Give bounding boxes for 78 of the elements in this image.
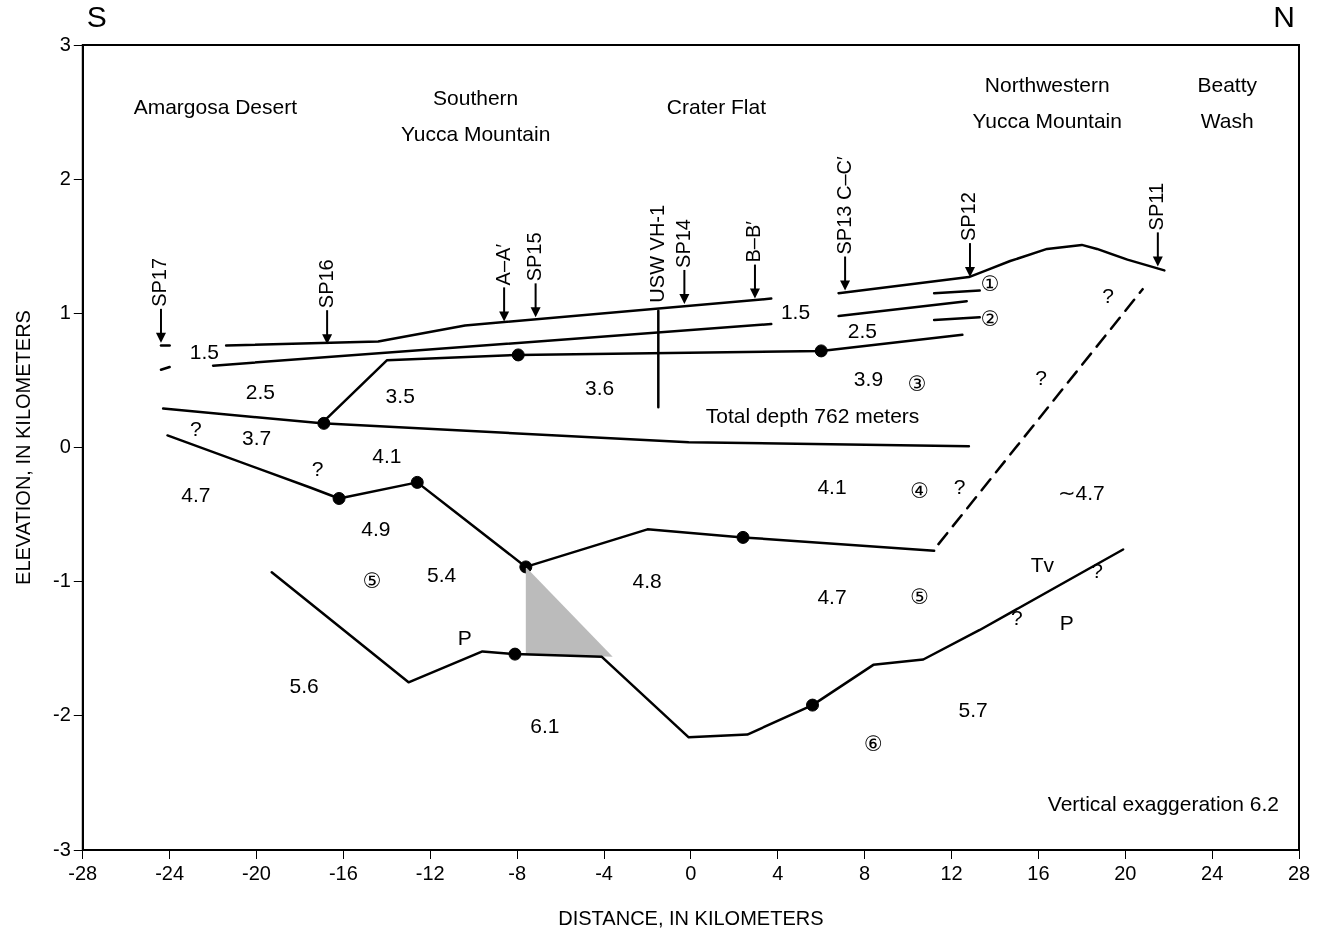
annotation: 1.5 — [780, 299, 811, 323]
annotation: 6.1 — [530, 713, 560, 737]
annotation: 3.9 — [853, 367, 884, 391]
x-tick-label: -4 — [595, 861, 613, 884]
annotation: SP12 — [957, 192, 980, 242]
x-tick-label: -8 — [508, 861, 527, 884]
annotation: 4.7 — [181, 482, 211, 506]
annotation: Crater Flat — [666, 94, 767, 118]
y-axis-title: ELEVATION, IN KILOMETERS — [11, 310, 34, 585]
annotation: B–B′ — [742, 220, 765, 263]
annotation: SP11 — [1145, 182, 1168, 231]
text: N — [1273, 0, 1295, 34]
annotation: Vertical exaggeration 6.2 — [1047, 791, 1279, 815]
annotation: ② — [980, 307, 1000, 331]
annotation: 4.1 — [372, 443, 402, 467]
x-tick-label: 0 — [685, 861, 697, 884]
x-tick-label: 28 — [1287, 861, 1311, 884]
annotation: ? — [190, 416, 202, 440]
x-tick-label: 24 — [1201, 861, 1224, 884]
x-tick-label: -24 — [155, 861, 185, 884]
annotation: ? — [311, 456, 324, 480]
annotation: 4.1 — [817, 474, 847, 498]
x-tick-label: 20 — [1114, 861, 1137, 884]
annotation: ④ — [910, 478, 929, 502]
annotation: Tv — [1030, 553, 1055, 577]
annotation: 1.5 — [189, 340, 220, 364]
annotation: 3.6 — [585, 375, 615, 399]
x-tick-label: -28 — [68, 861, 98, 884]
x-axis-title: DISTANCE, IN KILOMETERS — [558, 906, 824, 929]
x-tick-label: 16 — [1027, 861, 1050, 884]
x-tick-label: 4 — [772, 861, 784, 884]
annotation: ⑤ — [910, 584, 929, 608]
annotation: ⑥ — [863, 732, 883, 756]
annotation: 2.5 — [847, 319, 877, 343]
x-tick-label: 8 — [859, 861, 871, 884]
annotation: 3.5 — [385, 383, 415, 407]
annotation: SP14 — [671, 219, 694, 268]
annotation: P — [457, 625, 472, 649]
annotation: Beatty Wash — [1197, 72, 1258, 132]
annotation: 5.6 — [289, 674, 319, 698]
annotation: 5.4 — [426, 563, 457, 587]
annotation: ③ — [907, 371, 927, 395]
annotation: P — [1059, 611, 1074, 635]
y-tick-label: -2 — [52, 703, 71, 726]
annotation: 2.5 — [245, 380, 275, 404]
x-tick-label: -12 — [415, 861, 445, 884]
x-tick-label: 12 — [940, 861, 963, 884]
x-tick-label: -20 — [242, 861, 271, 884]
annotation: SP17 — [148, 257, 171, 307]
annotation: SP16 — [314, 259, 337, 309]
annotation: ∼4.7 — [1057, 480, 1105, 504]
text: S — [86, 0, 107, 34]
annotation: ? — [1102, 283, 1114, 307]
annotation: USW VH-1 — [645, 204, 668, 303]
annotation: ① — [980, 271, 1000, 295]
annotation: A–A′ — [491, 243, 514, 286]
annotation: Total depth 762 meters — [705, 403, 920, 427]
y-tick-label: -1 — [52, 569, 71, 592]
annotation: Amargosa Desert — [133, 94, 298, 118]
y-tick-label: 3 — [59, 32, 71, 55]
y-tick-label: -3 — [52, 837, 71, 860]
annotation: SP15 — [523, 232, 546, 282]
annotation: 4.7 — [817, 584, 847, 608]
annotation: 3.7 — [242, 426, 272, 450]
annotation: 4.8 — [632, 568, 662, 592]
annotation: 5.7 — [958, 698, 988, 722]
y-tick-label: 1 — [59, 300, 71, 323]
annotation: ? — [1010, 605, 1023, 629]
annotation: 4.9 — [361, 517, 391, 541]
annotation: ⑤ — [362, 568, 382, 592]
y-tick-label: 2 — [59, 166, 71, 189]
annotation: ? — [1035, 365, 1048, 389]
annotation: Southern Yucca Mountain — [400, 86, 551, 146]
annotation: SP13 C–C′ — [832, 156, 855, 255]
annotation: ? — [953, 474, 966, 498]
x-tick-label: -16 — [328, 861, 358, 884]
annotation: Northwestern Yucca Mountain — [972, 72, 1122, 132]
y-tick-label: 0 — [59, 435, 71, 458]
